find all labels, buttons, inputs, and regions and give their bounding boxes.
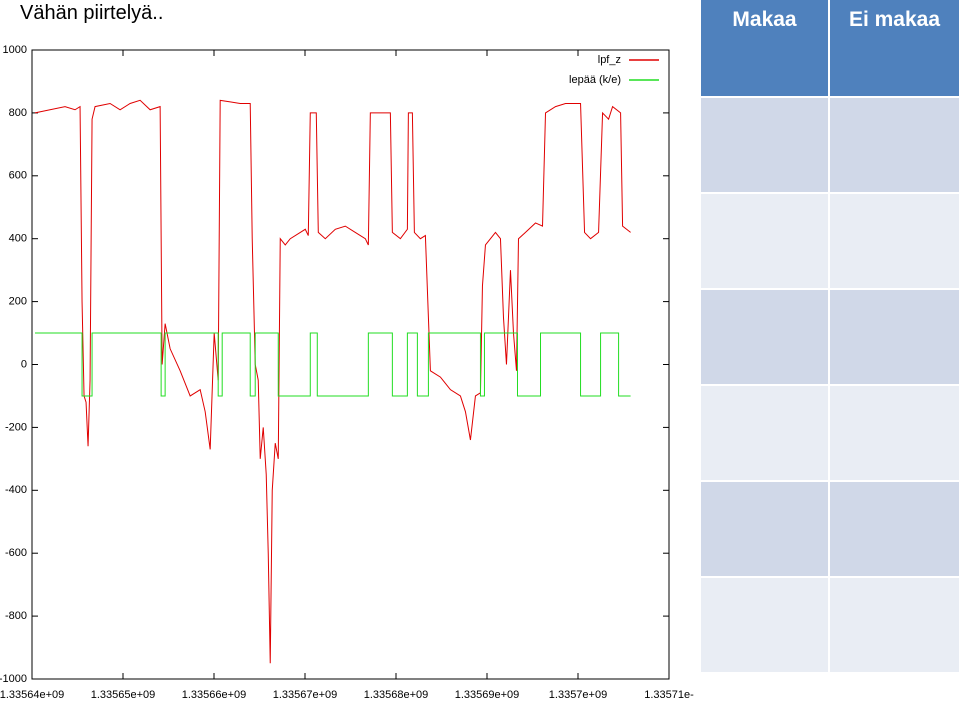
x-tick-label: 1.33565e+09 [91,689,156,701]
x-tick-label: 1.33566e+09 [182,689,247,701]
chart: -1000 -800 -600 -400 -200 0 200 400 600 800 1000 1.… [0,44,694,701]
y-tick-label: 200 [9,296,27,308]
x-tick-label: 1.33569e+09 [455,689,520,701]
y-tick-label: 1000 [3,44,27,56]
y-tick-label: 400 [9,233,27,245]
cell [830,482,959,576]
cell [830,578,959,672]
y-tick-label: -1000 [0,673,27,685]
cell [830,98,959,192]
column-header: Ei makaa [830,0,959,96]
slide-title: Vähän piirtelyä.. [20,2,164,24]
x-tick-label: 1.3357e+09 [549,689,607,701]
cell [830,386,959,480]
cell [830,290,959,384]
x-tick-label: 1.33571e- [644,689,694,701]
cell [830,194,959,288]
x-tick-label: 1.33564e+09 [0,689,64,701]
cell [701,98,828,192]
series-line [34,99,631,664]
y-tick-label: 800 [9,107,27,119]
y-tick-label: 0 [21,358,27,370]
cell [701,386,828,480]
cell [701,578,828,672]
cell [701,194,828,288]
cell [701,290,828,384]
legend-label: lpf_z [598,54,621,66]
y-tick-label: -800 [5,610,27,622]
y-tick-label: 600 [9,170,27,182]
plot-frame [31,49,670,680]
series-line [35,332,631,397]
table: Makaa Ei makaa [701,0,959,672]
column-header: Makaa [701,0,828,96]
x-tick-label: 1.33568e+09 [364,689,429,701]
y-tick-label: -200 [5,421,27,433]
y-tick-label: -600 [5,547,27,559]
y-tick-label: -400 [5,484,27,496]
legend-label: lepää (k/e) [569,74,621,86]
x-tick-label: 1.33567e+09 [273,689,338,701]
cell [701,482,828,576]
